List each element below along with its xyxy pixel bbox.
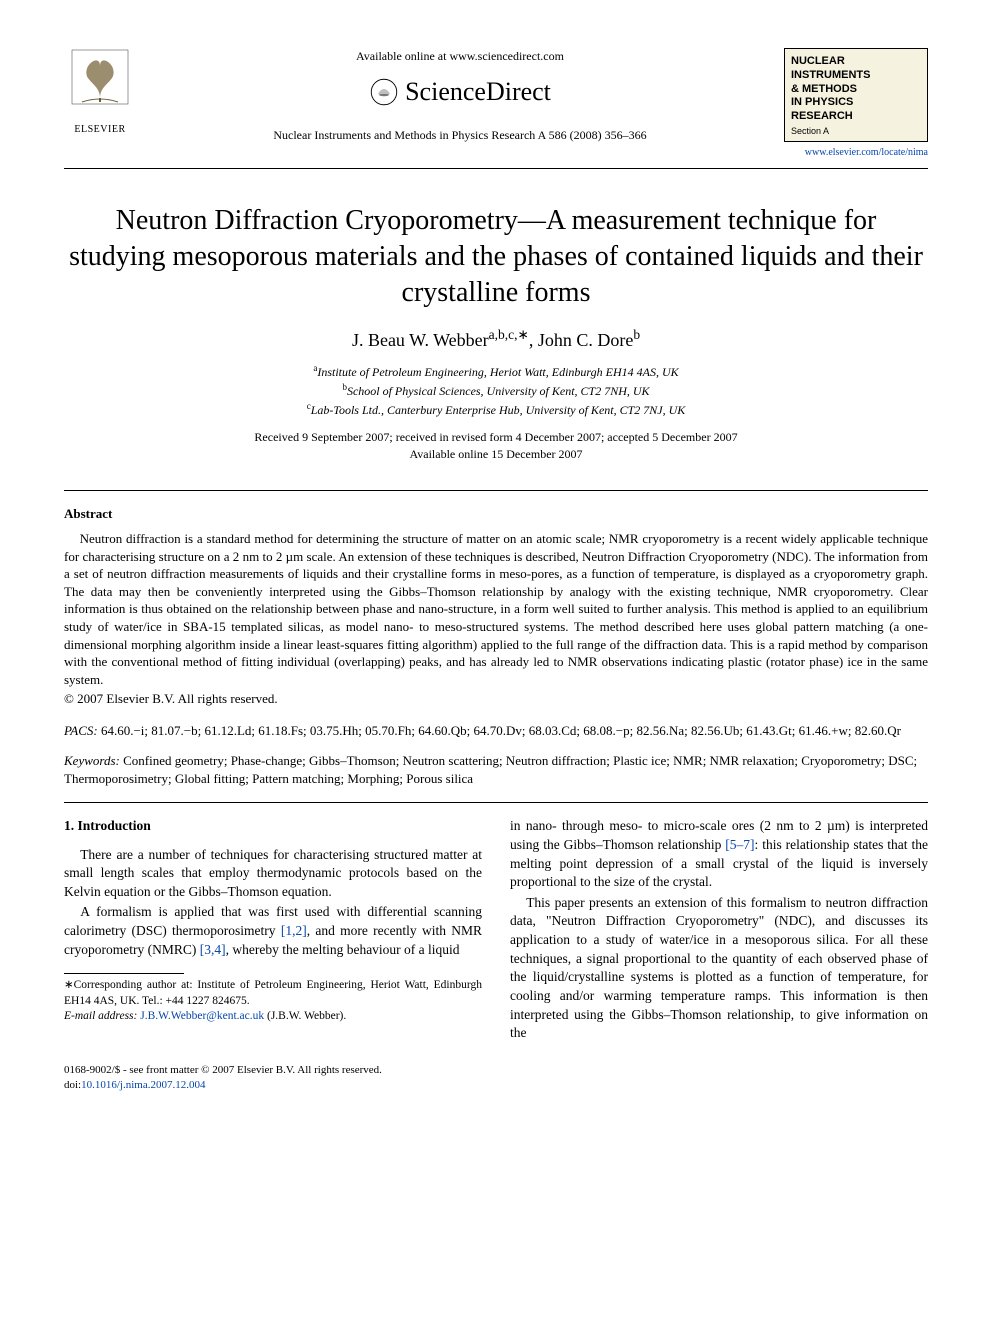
authors: J. Beau W. Webbera,b,c,∗, John C. Doreb (64, 326, 928, 352)
author-name: John C. Dore (538, 330, 634, 350)
divider (64, 802, 928, 803)
intro-paragraph: There are a number of techniques for cha… (64, 846, 482, 902)
intro-paragraph: in nano- through meso- to micro-scale or… (510, 817, 928, 892)
sciencedirect-icon (369, 77, 399, 107)
author-affil-sup: b (633, 327, 640, 342)
copyright: © 2007 Elsevier B.V. All rights reserved… (64, 690, 928, 708)
journal-name-line: NUCLEAR (791, 55, 921, 69)
abstract: Abstract Neutron diffraction is a standa… (64, 505, 928, 708)
author-sep: , (529, 330, 538, 350)
journal-name-line: & METHODS (791, 83, 921, 97)
front-matter: 0168-9002/$ - see front matter © 2007 El… (64, 1063, 928, 1078)
author-name: J. Beau W. Webber (352, 330, 489, 350)
elsevier-tree-icon (70, 48, 130, 116)
elsevier-logo: ELSEVIER (64, 48, 136, 136)
journal-cover-box: NUCLEAR INSTRUMENTS & METHODS IN PHYSICS… (784, 48, 928, 160)
ref-link[interactable]: [3,4] (200, 942, 226, 957)
pacs-codes: 64.60.−i; 81.07.−b; 61.12.Ld; 61.18.Fs; … (101, 723, 901, 738)
doi-link[interactable]: 10.1016/j.nima.2007.12.004 (81, 1079, 205, 1091)
dates-online: Available online 15 December 2007 (64, 446, 928, 463)
intro-paragraph: This paper presents an extension of this… (510, 894, 928, 1043)
sciencedirect-logo: ScienceDirect (369, 74, 551, 109)
journal-reference: Nuclear Instruments and Methods in Physi… (148, 127, 772, 143)
author-affil-sup: a,b,c,∗ (489, 327, 529, 342)
masthead-center: Available online at www.sciencedirect.co… (136, 48, 784, 143)
pacs-label: PACS: (64, 723, 98, 738)
body-columns: 1. Introduction There are a number of te… (64, 817, 928, 1043)
intro-paragraph: A formalism is applied that was first us… (64, 903, 482, 959)
journal-name-line: INSTRUMENTS (791, 69, 921, 83)
journal-name-line: RESEARCH (791, 110, 921, 124)
dates-received: Received 9 September 2007; received in r… (64, 429, 928, 446)
affiliation-text: Lab-Tools Ltd., Canterbury Enterprise Hu… (311, 403, 686, 417)
affiliations: aInstitute of Petroleum Engineering, Her… (64, 362, 928, 419)
email-whom: (J.B.W. Webber). (267, 1010, 346, 1022)
pacs: PACS: 64.60.−i; 81.07.−b; 61.12.Ld; 61.1… (64, 722, 928, 740)
abstract-body: Neutron diffraction is a standard method… (64, 530, 928, 688)
article-title: Neutron Diffraction Cryoporometry—A meas… (64, 203, 928, 312)
email-link[interactable]: J.B.W.Webber@kent.ac.uk (140, 1010, 264, 1022)
affiliation-text: Institute of Petroleum Engineering, Heri… (317, 365, 678, 379)
abstract-heading: Abstract (64, 505, 928, 523)
sciencedirect-text: ScienceDirect (405, 74, 551, 109)
keywords: Keywords: Confined geometry; Phase-chang… (64, 752, 928, 788)
masthead: ELSEVIER Available online at www.science… (64, 48, 928, 169)
ref-link[interactable]: [1,2] (281, 923, 307, 938)
section-heading: 1. Introduction (64, 817, 482, 835)
footer-meta: 0168-9002/$ - see front matter © 2007 El… (64, 1063, 928, 1093)
elsevier-brand-text: ELSEVIER (64, 123, 136, 137)
available-online-text: Available online at www.sciencedirect.co… (148, 48, 772, 64)
keywords-list: Confined geometry; Phase-change; Gibbs–T… (64, 753, 917, 786)
divider (64, 490, 928, 491)
journal-url-link[interactable]: www.elsevier.com/locate/nima (805, 147, 928, 158)
email-label: E-mail address: (64, 1010, 137, 1022)
keywords-label: Keywords: (64, 753, 120, 768)
corresponding-footnote: ∗Corresponding author at: Institute of P… (64, 978, 482, 1025)
journal-section: Section A (791, 126, 921, 137)
journal-url: www.elsevier.com/locate/nima (784, 146, 928, 160)
affiliation-text: School of Physical Sciences, University … (347, 384, 650, 398)
ref-link[interactable]: [5–7] (725, 837, 754, 852)
journal-name-line: IN PHYSICS (791, 96, 921, 110)
footnote-rule (64, 973, 184, 974)
text-run: , whereby the melting behaviour of a liq… (226, 942, 460, 957)
doi-label: doi: (64, 1079, 81, 1091)
corr-author-text: ∗Corresponding author at: Institute of P… (64, 978, 482, 1009)
article-dates: Received 9 September 2007; received in r… (64, 429, 928, 464)
